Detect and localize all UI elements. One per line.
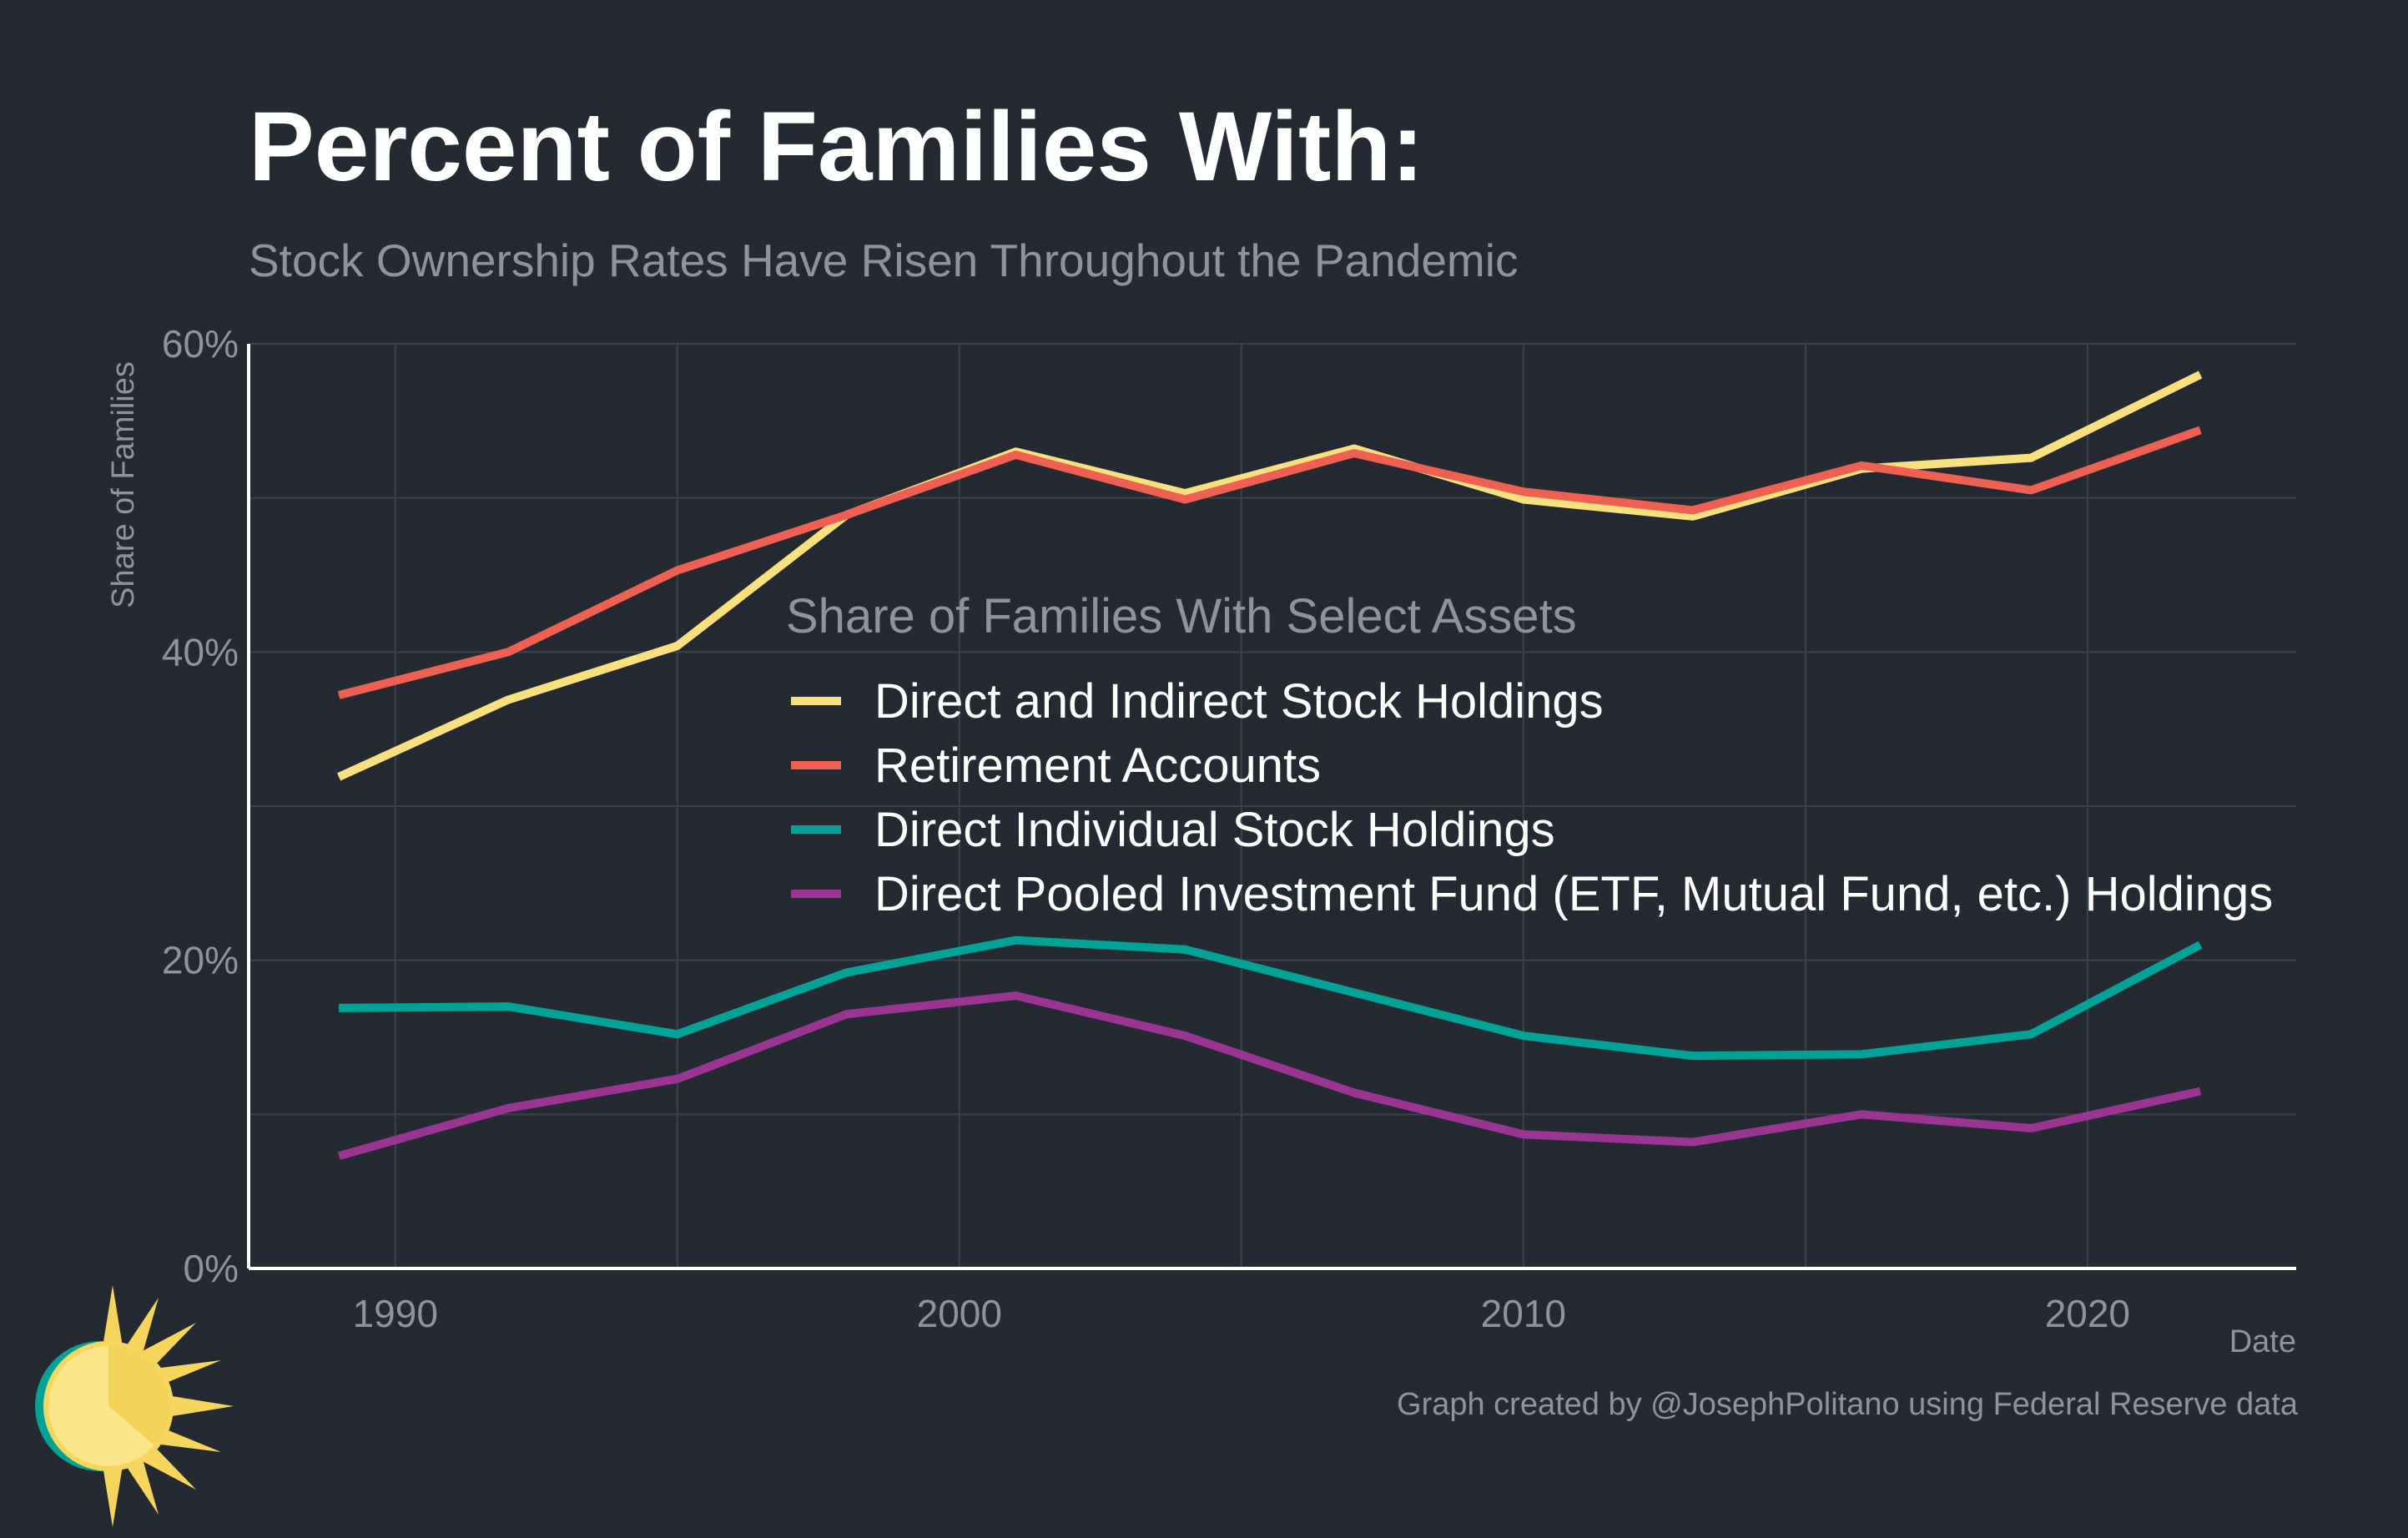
legend-label: Direct and Indirect Stock Holdings: [874, 674, 1604, 729]
grid: [249, 343, 2296, 1268]
data-point: [1015, 454, 1016, 456]
y-tick-label: 40%: [162, 630, 239, 673]
data-point: [677, 645, 678, 647]
x-tick-label: 2010: [1481, 1292, 1566, 1335]
data-point: [2199, 429, 2201, 431]
data-point: [2030, 489, 2032, 491]
legend-label: Retirement Accounts: [874, 739, 1321, 793]
data-point: [2030, 1127, 2032, 1129]
source-caption: Graph created by @JosephPolitano using F…: [1397, 1387, 2298, 1422]
data-point: [2199, 1091, 2201, 1092]
data-point: [677, 1033, 678, 1035]
data-point: [677, 1078, 678, 1080]
chart-subtitle: Stock Ownership Rates Have Risen Through…: [249, 234, 1519, 286]
data-point: [1353, 448, 1355, 450]
chart-title: Percent of Families With:: [249, 92, 1424, 202]
data-point: [1861, 1113, 1862, 1115]
data-point: [338, 1155, 340, 1157]
data-point: [1692, 516, 1694, 517]
data-point: [507, 651, 509, 653]
data-point: [1692, 509, 1694, 511]
data-point: [846, 1013, 848, 1015]
legend: Share of Families With Select Assets Dire…: [786, 589, 2273, 921]
x-tick-label: 1990: [353, 1292, 438, 1335]
data-point: [1861, 465, 1862, 466]
x-axis-title: Date: [2229, 1324, 2296, 1359]
legend-label: Direct Pooled Investment Fund (ETF, Mutu…: [874, 867, 2273, 921]
legend-title: Share of Families With Select Assets: [786, 589, 1577, 643]
data-point: [338, 1007, 340, 1009]
data-point: [1523, 499, 1524, 501]
series-lines: [337, 371, 2203, 1161]
data-point: [338, 694, 340, 696]
data-point: [1184, 492, 1186, 494]
data-point: [2030, 1033, 2032, 1035]
y-tick-label: 20%: [162, 939, 239, 982]
series-line-4: [337, 991, 2202, 1161]
data-point: [338, 776, 340, 778]
axis-labels: 0% 20% 40% 60% 1990 2000 2010 2020 Share of Fami…: [106, 322, 2296, 1359]
y-axis-title: Share of Families: [106, 361, 141, 608]
data-point: [1353, 991, 1355, 993]
data-point: [507, 699, 509, 701]
series-line-2: [337, 426, 2202, 699]
data-point: [2199, 374, 2201, 376]
data-point: [1861, 1053, 1862, 1055]
x-tick-label: 2000: [917, 1292, 1002, 1335]
y-tick-label: 60%: [162, 322, 239, 366]
sun-logo-icon: [35, 1285, 234, 1527]
series-line-3: [339, 935, 2203, 1061]
legend-label: Direct Individual Stock Holdings: [874, 803, 1555, 857]
data-point: [1353, 452, 1355, 454]
x-tick-label: 2020: [2045, 1292, 2130, 1335]
data-point: [1523, 1133, 1524, 1135]
data-point: [846, 971, 848, 973]
data-point: [507, 1006, 509, 1007]
data-point: [2030, 457, 2032, 459]
data-point: [677, 569, 678, 571]
data-point: [1184, 949, 1186, 951]
data-point: [1184, 499, 1186, 501]
axes: [247, 344, 2296, 1270]
y-tick-label: 0%: [184, 1247, 239, 1290]
data-point: [846, 514, 848, 516]
data-point: [1353, 1092, 1355, 1093]
data-point: [507, 1107, 509, 1109]
